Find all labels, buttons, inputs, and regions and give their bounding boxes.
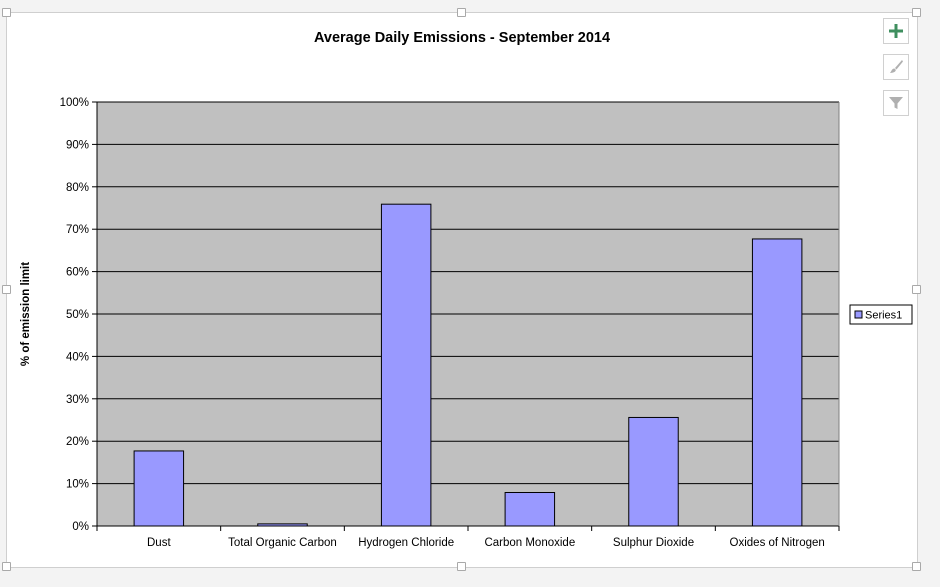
filter-icon: [889, 97, 903, 109]
chart-title: Average Daily Emissions - September 2014: [314, 30, 610, 46]
resize-handle-top[interactable]: [457, 8, 466, 17]
bar[interactable]: [504, 492, 556, 527]
gridlines: [97, 101, 839, 485]
y-axis-label: % of emission limit: [20, 262, 32, 366]
resize-handle-bottom[interactable]: [457, 562, 466, 571]
legend-box: [849, 304, 913, 325]
y-tick-label: 0%: [72, 521, 89, 533]
x-tick-label: Dust: [147, 537, 171, 549]
bars: [133, 203, 803, 527]
x-axis-ticks: Dust Total Organic Carbon Hydrogen Chlorid…: [96, 102, 840, 549]
brush-icon: [890, 60, 903, 73]
chart-filters-button[interactable]: [883, 90, 909, 116]
y-tick-label: 30%: [66, 394, 89, 406]
y-tick-label: 70%: [66, 224, 89, 236]
legend[interactable]: Series1: [849, 304, 913, 325]
plus-icon: [889, 24, 903, 38]
x-tick-label: Total Organic Carbon: [228, 537, 337, 549]
bar[interactable]: [133, 450, 185, 527]
resize-handle-right[interactable]: [912, 285, 921, 294]
y-tick-label: 90%: [66, 139, 89, 151]
y-tick-label: 100%: [60, 97, 89, 109]
legend-swatch: [854, 310, 863, 319]
y-tick-label: 60%: [66, 267, 89, 279]
x-tick-label: Carbon Monoxide: [484, 537, 575, 549]
x-tick-label: Sulphur Dioxide: [613, 537, 694, 549]
chart-elements-button[interactable]: [883, 18, 909, 44]
chart-area[interactable]: Average Daily Emissions - September 2014…: [6, 12, 918, 568]
y-tick-label: 40%: [66, 351, 89, 363]
bar[interactable]: [380, 203, 432, 527]
bar[interactable]: [751, 238, 803, 527]
y-tick-label: 50%: [66, 309, 89, 321]
bar-chart: Average Daily Emissions - September 2014…: [20, 30, 913, 549]
resize-handle-bottom-left[interactable]: [2, 562, 11, 571]
chart-styles-button[interactable]: [883, 54, 909, 80]
y-axis-ticks: 0% 10% 20% 30% 40% 50% 60% 70% 80% 90% 100%: [60, 97, 97, 533]
bar[interactable]: [628, 416, 679, 527]
y-tick-label: 10%: [66, 479, 89, 491]
y-tick-label: 20%: [66, 436, 89, 448]
resize-handle-left[interactable]: [2, 285, 11, 294]
legend-label: Series1: [865, 310, 902, 322]
resize-handle-top-right[interactable]: [912, 8, 921, 17]
resize-handle-top-left[interactable]: [2, 8, 11, 17]
resize-handle-bottom-right[interactable]: [912, 562, 921, 571]
y-tick-label: 80%: [66, 182, 89, 194]
x-tick-label: Hydrogen Chloride: [358, 537, 454, 549]
x-tick-label: Oxides of Nitrogen: [730, 537, 825, 549]
